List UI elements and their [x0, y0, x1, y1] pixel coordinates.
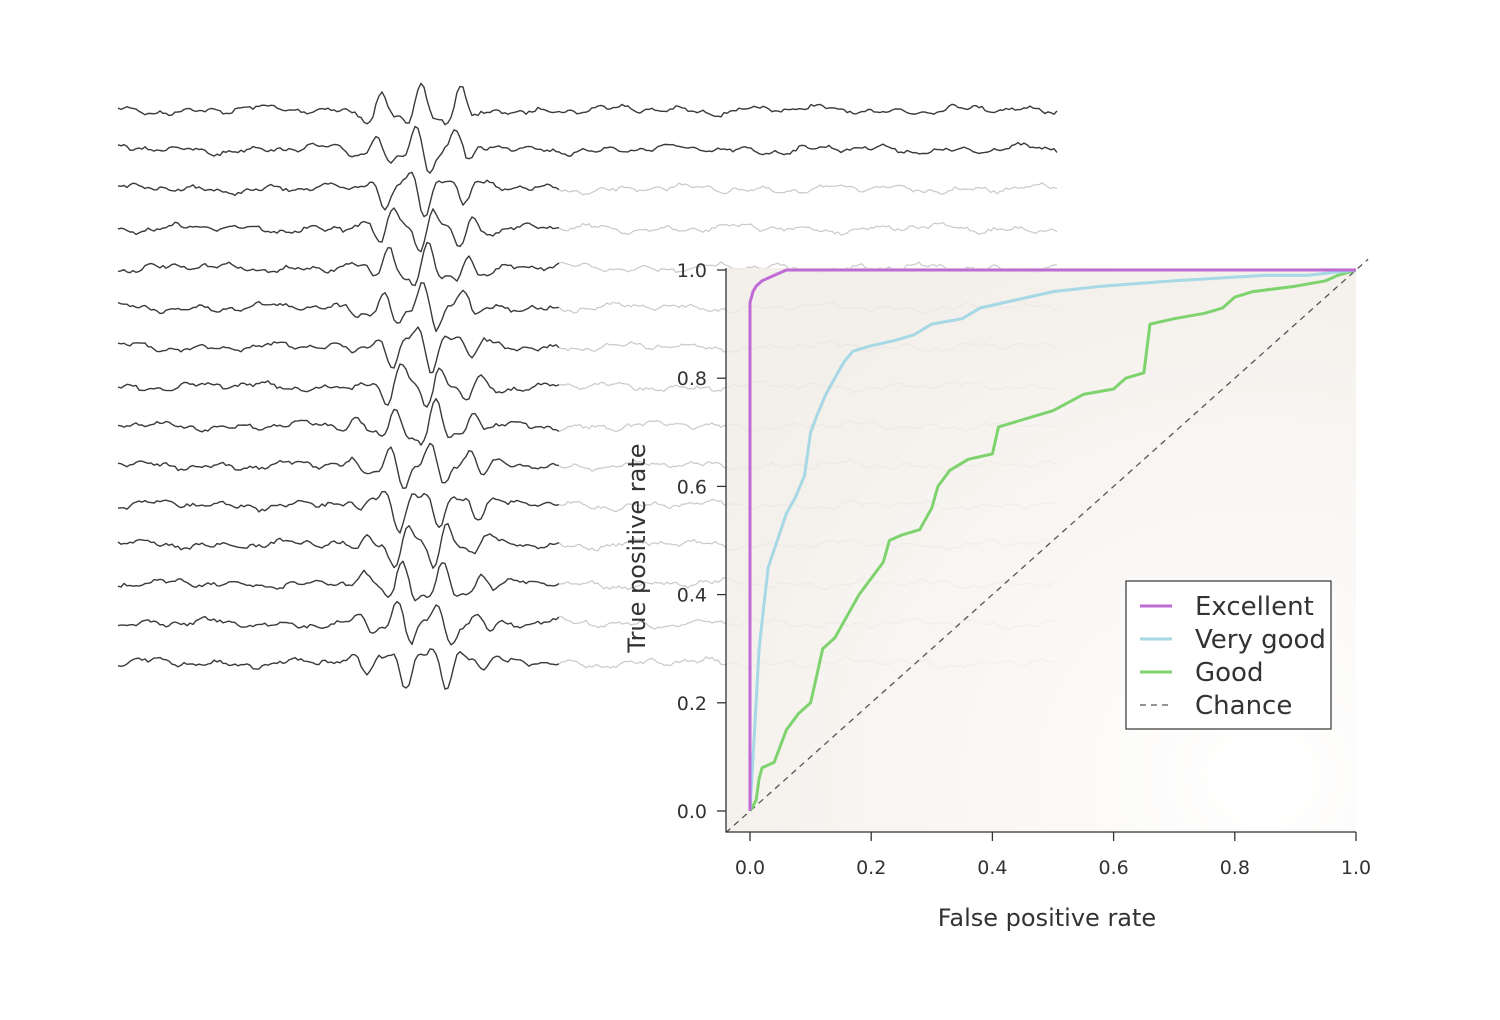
x-axis-title: False positive rate [938, 904, 1156, 932]
y-tick-label: 0.2 [677, 693, 707, 715]
series-layer [725, 258, 1369, 834]
axes-layer: 0.0 0.2 0.4 0.6 0.8 1.0 0.0 0.2 0.4 0.6 0.8 1.0 [677, 260, 1371, 879]
legend-label-chance: Chance [1195, 691, 1292, 721]
y-tick-label: 0.4 [677, 585, 707, 607]
eeg-trace [117, 490, 560, 534]
eeg-trace [117, 125, 1058, 174]
eeg-trace [117, 442, 560, 489]
eeg-trace [117, 398, 560, 446]
y-axis-title: True positive rate [623, 443, 651, 653]
eeg-trace [117, 207, 560, 253]
legend-label-excellent: Excellent [1195, 592, 1314, 622]
y-tick-label: 0.0 [677, 801, 707, 823]
eeg-trace [117, 282, 560, 333]
eeg-trace [117, 82, 1058, 126]
legend-label-very-good: Very good [1195, 625, 1326, 655]
x-tick-label: 0.4 [977, 857, 1007, 879]
y-tick-label: 0.8 [677, 368, 707, 390]
x-tick-label: 1.0 [1341, 857, 1371, 879]
eeg-trace [117, 326, 560, 374]
roc-chart: 0.0 0.2 0.4 0.6 0.8 1.0 0.0 0.2 0.4 0.6 0.8 1.0 Fal… [623, 258, 1371, 932]
y-tick-label: 1.0 [677, 260, 707, 282]
eeg-trace [117, 601, 560, 646]
eeg-trace [117, 648, 560, 690]
series-line-chance [725, 258, 1369, 834]
eeg-trace [117, 363, 560, 408]
legend-label-good: Good [1195, 658, 1263, 688]
eeg-trace [117, 523, 560, 569]
x-tick-label: 0.6 [1098, 857, 1128, 879]
y-tick-label: 0.6 [677, 476, 707, 498]
x-tick-label: 0.8 [1220, 857, 1250, 879]
x-tick-label: 0.0 [735, 857, 765, 879]
x-tick-label: 0.2 [856, 857, 886, 879]
eeg-trace [117, 560, 560, 602]
eeg-trace [117, 171, 560, 218]
eeg-trace-faded [558, 182, 1058, 196]
series-line-very-good [748, 268, 1357, 812]
eeg-trace-faded [558, 221, 1058, 236]
series-line-good [748, 268, 1357, 812]
series-line-excellent [748, 268, 1356, 811]
eeg-trace [117, 241, 560, 287]
